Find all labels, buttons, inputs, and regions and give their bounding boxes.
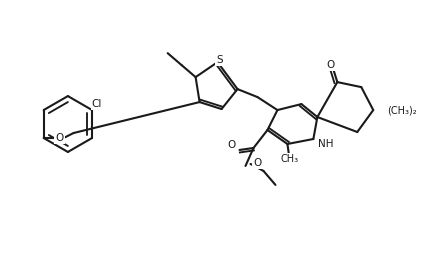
- Text: O: O: [227, 140, 235, 150]
- Text: NH: NH: [318, 139, 334, 149]
- Text: S: S: [216, 55, 223, 65]
- Text: CH₃: CH₃: [280, 154, 298, 164]
- Text: O: O: [56, 133, 64, 143]
- Text: O: O: [254, 158, 262, 168]
- Text: O: O: [326, 60, 335, 70]
- Text: (CH₃)₂: (CH₃)₂: [387, 105, 417, 115]
- Text: Cl: Cl: [92, 99, 102, 109]
